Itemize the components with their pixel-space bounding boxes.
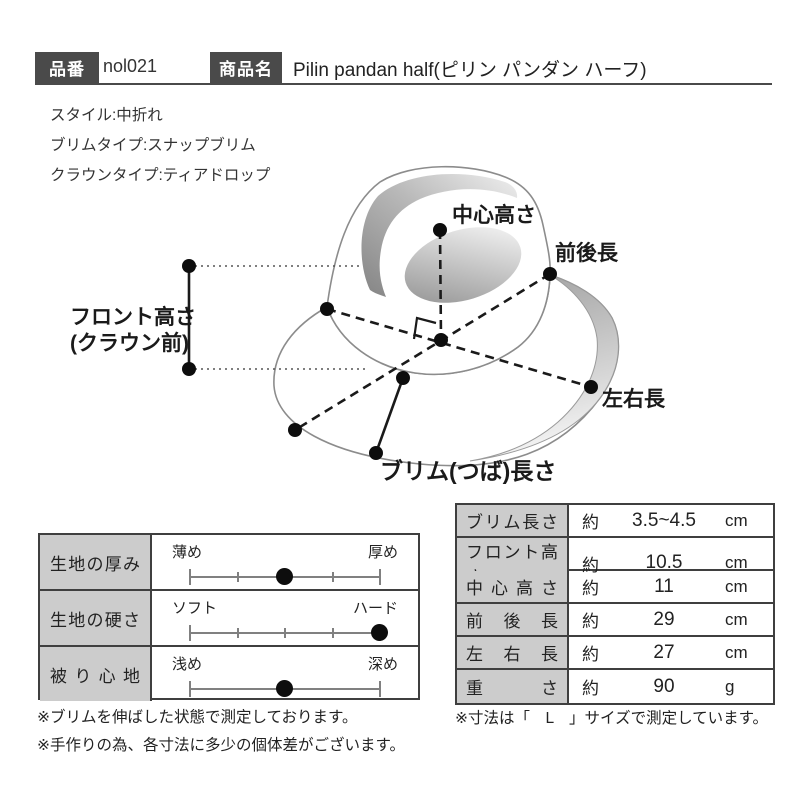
hat-illustration (273, 165, 620, 467)
measure-value: 29 (653, 608, 675, 630)
row-label-stiffness: 生地の硬さ (40, 591, 152, 645)
min-label: 薄め (172, 544, 203, 561)
table-row: 生地の硬さ ソフト ハード (40, 591, 418, 647)
front-back-length-label: 前後長 (555, 241, 619, 265)
front-height-label-line1: フロント高さ (70, 305, 196, 329)
part-number-tag: 品番 (35, 52, 99, 83)
center-height-line (438, 229, 443, 340)
max-label: 深め (367, 656, 398, 673)
measure-unit: g (725, 676, 735, 696)
max-label: ハード (352, 600, 398, 617)
row-label-thickness: 生地の厚み (40, 535, 152, 589)
product-name-value: Pilin pandan half(ピリン パンダン ハーフ) (293, 60, 647, 81)
min-label: ソフト (172, 600, 218, 617)
left-right-line (326, 307, 592, 389)
front-height-label-line2: (クラウン前) (70, 331, 189, 355)
fabric-rating-table: 生地の厚み 薄め 厚め 生地の硬さ ソフト ハード 被り (38, 533, 420, 701)
hat-crown-crease (361, 173, 518, 297)
measure-unit: cm (725, 642, 748, 662)
left-right-length-label: 左右長 (602, 387, 666, 411)
spec-lines: スタイル:中折れ ブリムタイプ:スナップブリム クラウンタイプ:ティアドロップ (50, 101, 270, 191)
measure-value: 11 (654, 575, 674, 597)
measurement-table: ブリム長さ 約 3.5~4.5 cm フロント高さ 約 10.5 cm 中心高さ… (455, 503, 775, 705)
measure-unit: cm (725, 553, 748, 572)
table-row: 生地の厚み 薄め 厚め (40, 535, 418, 591)
table-row: 重さ 約 90 g (457, 670, 773, 703)
footnote-size: ※寸法は「 L 」サイズで測定しています。 (455, 710, 769, 727)
measurement-lines (187, 229, 592, 454)
brim-length-label: ブリム(つば)長さ (380, 458, 556, 484)
footnotes-left: ※ブリムを伸ばした状態で測定しております。 ※手作りの為、各寸法に多少の個体差が… (37, 704, 405, 760)
front-back-line (294, 272, 551, 432)
brim-length-line (374, 377, 405, 454)
center-height-label: 中心高さ (452, 203, 536, 227)
measure-value: 27 (653, 641, 675, 663)
measure-unit: cm (725, 576, 748, 596)
measure-unit: cm (725, 609, 748, 629)
table-row: 中心高さ 約 11 cm (457, 571, 773, 604)
table-row: 左右長 約 27 cm (457, 637, 773, 670)
table-row: 被り心地 浅め 深め (40, 647, 418, 701)
measure-value: 90 (653, 675, 675, 697)
hat-brim-shading (469, 274, 619, 462)
spec-brim-type: ブリムタイプ:スナップブリム (50, 137, 256, 154)
min-label: 浅め (172, 656, 203, 673)
thickness-scale (189, 565, 381, 589)
hat-measurement-diagram: 中心高さ 前後長 フロント高さ (クラウン前) 左右長 ブリム(つば)長さ (70, 165, 666, 484)
measure-value: 3.5~4.5 (632, 509, 696, 531)
right-angle-mark (412, 316, 437, 340)
spec-style: スタイル:中折れ (50, 107, 163, 124)
measure-unit: cm (725, 510, 748, 530)
part-number-value: nol021 (103, 56, 158, 76)
table-row: フロント高さ 約 10.5 cm (457, 538, 773, 588)
row-label-fit: 被り心地 (40, 647, 152, 701)
max-label: 厚め (367, 544, 398, 561)
product-name-tag: 商品名 (210, 52, 282, 83)
footnote: ※ブリムを伸ばした状態で測定しております。 (37, 709, 358, 726)
measurement-dots (182, 223, 598, 460)
fit-depth-scale (189, 677, 381, 701)
table-row: ブリム長さ 約 3.5~4.5 cm (457, 505, 773, 538)
header: 品番 nol021 商品名 Pilin pandan half(ピリン パンダン… (35, 52, 772, 85)
hat-crown-dent (404, 227, 522, 303)
footnote: ※手作りの為、各寸法に多少の個体差がございます。 (37, 737, 405, 754)
measure-value: 10.5 (645, 552, 683, 573)
spec-crown-type: クラウンタイプ:ティアドロップ (50, 167, 271, 184)
stiffness-scale (189, 621, 388, 645)
table-row: 前後長 約 29 cm (457, 604, 773, 637)
